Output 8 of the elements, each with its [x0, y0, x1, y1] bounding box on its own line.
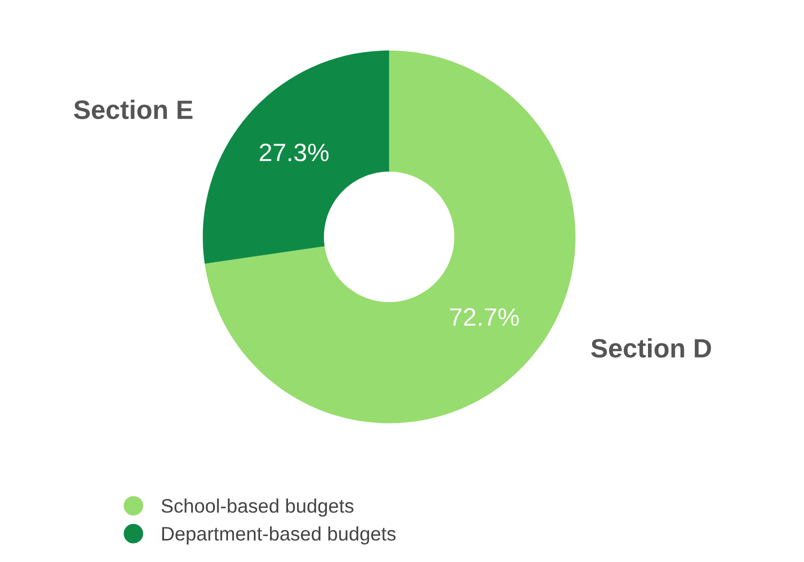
legend-label: School-based budgets — [162, 498, 354, 517]
legend-label: Department-based budgets — [162, 526, 396, 544]
text: Section D — [591, 338, 711, 358]
donut-slice — [204, 50, 576, 424]
donut-slice — [202, 50, 390, 264]
data-label: 27.3% — [260, 144, 329, 162]
text: Section E — [74, 100, 192, 120]
data-label: 72.7% — [450, 308, 519, 326]
